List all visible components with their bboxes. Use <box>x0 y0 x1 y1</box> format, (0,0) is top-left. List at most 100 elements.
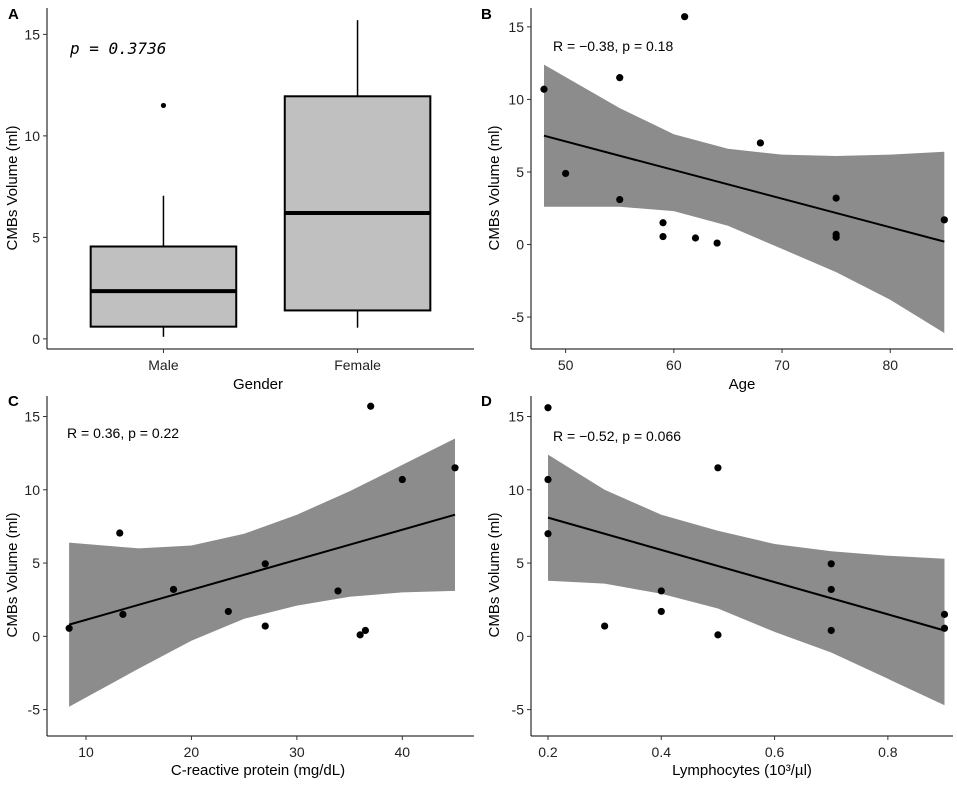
panel-c-y-tick-label: 15 <box>24 409 40 425</box>
panel-b-x-tick-label: 60 <box>666 357 682 373</box>
panel-b-data-point <box>659 232 667 241</box>
panel-b-x-tick-label: 80 <box>882 357 898 373</box>
panel-b-data-point <box>616 74 624 82</box>
panel-a-axes: 0 5 10 15 Male Female <box>24 8 474 373</box>
panel-b-axes: -5 0 5 10 15 50 60 70 80 <box>508 8 953 373</box>
panel-letter-d: D <box>481 393 492 410</box>
panel-d-data-point <box>714 631 722 639</box>
panel-b-correlation-annotation: R = −0.38, p = 0.18 <box>553 38 673 54</box>
panel-c-x-tick-label: 20 <box>184 744 200 760</box>
panel-c-marks <box>65 402 459 707</box>
panel-d-data-point <box>544 475 552 484</box>
panel-d-data-point <box>940 610 949 618</box>
panel-c-correlation-annotation: R = 0.36, p = 0.22 <box>67 425 179 441</box>
panel-b-y-tick-label: -5 <box>512 309 525 325</box>
panel-c-y-tick-label: 5 <box>32 555 40 571</box>
panel-b-data-point <box>713 239 721 247</box>
panel-c-axes: -5 0 5 10 15 10 20 30 40 <box>24 396 474 760</box>
panel-b-data-point <box>659 219 667 227</box>
panel-a-y-tick-label: 5 <box>32 229 40 245</box>
panel-b-marks <box>540 13 948 333</box>
panel-d-data-point <box>827 560 835 568</box>
panel-d-y-tick-label: 5 <box>516 555 524 571</box>
panel-d-x-tick-label: 0.8 <box>878 744 898 760</box>
panel-c-confidence-band <box>69 438 455 707</box>
panel-letter-a: A <box>8 6 19 23</box>
panel-a-y-tick-label: 0 <box>32 331 40 347</box>
panel-d-y-tick-label: 0 <box>516 628 524 644</box>
panel-c-regression-line <box>68 513 456 626</box>
panel-a-p-value: p = 0.3736 <box>69 39 166 58</box>
panel-c-data-point <box>367 402 375 410</box>
panel-d-data-point <box>544 404 552 412</box>
panel-d-data-point <box>657 587 665 595</box>
panel-c-data-point <box>169 585 178 594</box>
panel-d-y-axis-title: CMBs Volume (ml) <box>486 512 503 637</box>
panel-b-data-point <box>940 216 948 224</box>
panel-b-data-point <box>540 85 548 93</box>
panel-c-y-tick-label: 0 <box>32 628 40 644</box>
panel-d-data-point <box>827 626 835 635</box>
panel-b-data-point <box>832 233 840 241</box>
panel-d-data-point <box>940 624 949 632</box>
panel-a-x-tick-label-male: Male <box>148 357 179 373</box>
panel-c-x-axis-title: C-reactive protein (mg/dL) <box>171 762 345 779</box>
panel-b-x-tick-label: 70 <box>774 357 790 373</box>
panel-a-y-tick-label: 15 <box>24 26 40 42</box>
panel-c-data-point <box>261 560 269 568</box>
panel-a-gender-boxplot: 0 5 10 15 Male Female p = 0.3736 Gender CMBs … <box>4 8 474 393</box>
panel-c-data-point <box>356 631 364 639</box>
panel-d-data-point <box>601 622 609 630</box>
panel-b-confidence-band <box>544 64 945 333</box>
panel-b-y-tick-label: 5 <box>516 164 524 180</box>
panel-c-data-point <box>261 622 269 630</box>
panel-d-axes: -5 0 5 10 15 0.2 0.4 0.6 0.8 <box>508 396 953 760</box>
panel-c-data-point <box>224 607 232 616</box>
panel-d-x-tick-label: 0.4 <box>652 744 672 760</box>
panel-d-x-axis-title: Lymphocytes (10³/µl) <box>672 762 812 779</box>
panel-d-correlation-annotation: R = −0.52, p = 0.066 <box>553 428 681 444</box>
panel-a-x-axis-title: Gender <box>233 376 283 393</box>
female-box <box>283 95 432 312</box>
panel-c-crp-scatter: -5 0 5 10 15 10 20 30 40 R = 0.36, p = 0.22 C-re… <box>4 396 474 779</box>
panel-a-x-tick-label-female: Female <box>334 357 381 373</box>
panel-c-y-axis-title: CMBs Volume (ml) <box>4 512 21 637</box>
panel-b-y-tick-label: 0 <box>516 237 524 253</box>
panel-b-data-point <box>562 169 570 178</box>
panel-d-data-point <box>827 585 835 594</box>
panel-c-data-point <box>65 624 73 632</box>
panel-b-data-point <box>616 195 624 204</box>
panel-d-lymphocytes-scatter: -5 0 5 10 15 0.2 0.4 0.6 0.8 R = −0.52, p = 0.06… <box>486 396 953 779</box>
panel-c-x-tick-label: 40 <box>395 744 411 760</box>
panel-c-data-point <box>361 626 370 635</box>
panel-c-x-tick-label: 10 <box>78 744 94 760</box>
panel-b-y-tick-label: 10 <box>508 91 524 107</box>
panel-c-data-point <box>334 587 342 595</box>
panel-d-x-tick-label: 0.6 <box>765 744 785 760</box>
panel-b-y-tick-label: 15 <box>508 19 524 35</box>
panel-d-marks <box>544 404 949 706</box>
panel-letter-b: B <box>481 6 492 23</box>
male-outlier-point <box>160 102 167 109</box>
panel-a-y-axis-title: CMBs Volume (ml) <box>4 125 21 250</box>
panel-d-confidence-band <box>548 454 945 706</box>
panel-b-data-point <box>832 194 840 202</box>
panel-b-regression-line <box>543 134 945 243</box>
panel-d-regression-line <box>547 516 945 632</box>
panel-d-data-point <box>657 607 665 616</box>
panel-b-y-axis-title: CMBs Volume (ml) <box>486 125 503 250</box>
panel-c-data-point <box>119 610 127 618</box>
panel-d-x-tick-label: 0.2 <box>538 744 558 760</box>
panel-d-y-tick-label: 10 <box>508 482 524 498</box>
panel-c-x-tick-label: 30 <box>289 744 305 760</box>
panel-d-y-tick-label: 15 <box>508 409 524 425</box>
panel-b-data-point <box>681 13 689 21</box>
panel-d-data-point <box>714 464 722 472</box>
panel-a-marks <box>89 20 432 337</box>
panel-b-age-scatter: -5 0 5 10 15 50 60 70 80 R = −0.38, p = 0.18 Age… <box>486 8 953 393</box>
panel-d-data-point <box>544 530 552 538</box>
panel-c-data-point <box>398 475 406 484</box>
panel-b-x-tick-label: 50 <box>558 357 574 373</box>
panel-a-y-tick-label: 10 <box>24 128 40 144</box>
